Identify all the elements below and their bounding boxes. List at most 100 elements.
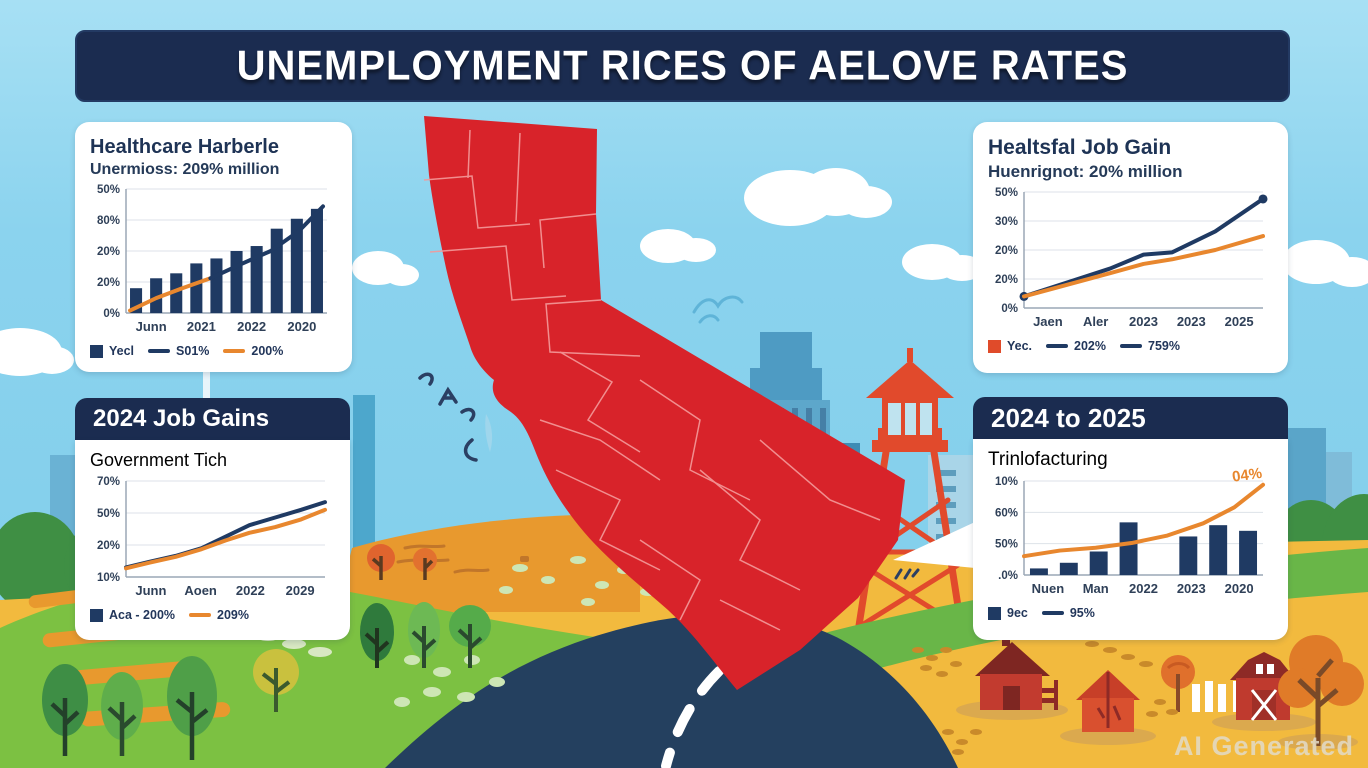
legend-label: 759% <box>1148 339 1180 354</box>
legend-label: S01% <box>176 344 210 358</box>
legend-swatch <box>223 349 246 353</box>
legend-item: 209% <box>189 608 249 622</box>
page-title: UNEMPLOYMENT RICES OF AELOVE RATES <box>236 42 1129 89</box>
svg-text:2023: 2023 <box>1177 314 1206 329</box>
svg-text:10%: 10% <box>97 572 120 584</box>
cloud-icon <box>640 229 716 263</box>
coast-squiggles <box>418 372 478 462</box>
svg-text:60%: 60% <box>995 507 1018 519</box>
tree-icon <box>42 649 299 760</box>
card-title: Trinlofacturing <box>988 449 1108 470</box>
cloud-icon <box>1282 240 1368 287</box>
county-borders <box>423 129 881 631</box>
legend-label: 95% <box>1069 606 1095 620</box>
panel-header-label: 2024 Job Gains <box>93 405 270 432</box>
legend-swatch <box>1041 611 1064 615</box>
autumn-tree-icon <box>367 544 437 580</box>
svg-text:50%: 50% <box>995 187 1018 199</box>
legend: 9ec 95% <box>988 606 1273 620</box>
legend-item: 202% <box>1046 339 1106 353</box>
legend-item: S01% <box>148 344 209 358</box>
svg-text:2022: 2022 <box>237 319 266 334</box>
svg-text:.0%: .0% <box>998 570 1018 582</box>
card-healstfal: Healtsfal Job Gain Huenrignot: 20% milli… <box>973 122 1288 373</box>
svg-text:20%: 20% <box>995 274 1018 286</box>
legend-item: 95% <box>1041 606 1095 620</box>
card-title: Government Tich <box>90 450 228 470</box>
panel-header-2024-2025: 2024 to 2025 <box>973 397 1288 439</box>
california-map <box>423 116 905 690</box>
svg-text:20%: 20% <box>97 277 120 289</box>
svg-text:10%: 10% <box>995 476 1018 488</box>
manufacturing-combo-chart: 10% 60% 50% .0% Nuen Man 2022 2023 2020 04% <box>995 465 1265 596</box>
svg-text:20%: 20% <box>97 246 120 258</box>
svg-text:70%: 70% <box>97 476 120 488</box>
svg-text:20%: 20% <box>995 245 1018 257</box>
svg-text:50%: 50% <box>97 508 120 520</box>
svg-text:2020: 2020 <box>287 319 316 334</box>
legend: Yec. 202% 759% <box>988 339 1273 353</box>
svg-text:2023: 2023 <box>1129 314 1158 329</box>
panel-header-job-gains: 2024 Job Gains <box>75 398 350 440</box>
svg-text:50%: 50% <box>97 184 120 196</box>
healstfal-line-chart: 50% 30% 20% 20% 0% Jaen Aler 2023 2023 2025 <box>995 187 1268 329</box>
legend-swatch <box>189 613 212 617</box>
svg-text:2022: 2022 <box>236 583 265 598</box>
svg-text:50%: 50% <box>995 539 1018 551</box>
legend: Yecl S01% 200% <box>90 344 337 358</box>
svg-text:Nuen: Nuen <box>1032 581 1065 596</box>
barn-icon <box>975 634 1058 710</box>
farm-scene <box>912 634 1364 755</box>
svg-text:2025: 2025 <box>1225 314 1254 329</box>
card-manufacturing: Trinlofacturing 10% 60% 50% .0% Nuen Man 2022 2… <box>973 439 1288 640</box>
card-title: Healthcare Harberle <box>90 136 279 158</box>
legend-label: 202% <box>1074 339 1107 354</box>
legend-label: 9ec <box>1007 606 1028 620</box>
svg-text:0%: 0% <box>1001 303 1018 315</box>
legend-swatch <box>1120 344 1143 349</box>
ai-generated-watermark: AI Generated <box>1173 731 1354 761</box>
card-subtitle: Huenrignot: 20% million <box>988 162 1183 182</box>
legend-swatch <box>90 608 103 622</box>
svg-text:30%: 30% <box>995 216 1018 228</box>
bird-doodle-icon <box>692 295 744 324</box>
card-healthcare: Healthcare Harberle Unermioss: 209% mill… <box>75 122 352 372</box>
seed-dots <box>912 641 1178 755</box>
svg-text:Man: Man <box>1083 581 1109 596</box>
legend-swatch <box>1046 344 1069 349</box>
shed-icon <box>1076 670 1140 732</box>
svg-text:Aler: Aler <box>1083 314 1108 329</box>
legend-item: 9ec <box>988 606 1028 620</box>
svg-text:20%: 20% <box>97 540 120 552</box>
svg-text:04%: 04% <box>1231 465 1263 486</box>
field-orange-strip <box>336 515 640 612</box>
panel-header-label: 2024 to 2025 <box>991 402 1146 433</box>
svg-text:0%: 0% <box>103 308 120 320</box>
legend-item: Aca - 200% <box>90 608 175 622</box>
government-line-chart: 70% 50% 20% 10% Junn Aoen 2022 2029 <box>97 476 327 598</box>
svg-text:2022: 2022 <box>1129 581 1158 596</box>
cloud-icon <box>352 251 419 286</box>
big-orange-tree-icon <box>1278 635 1364 746</box>
tree-icon <box>360 602 491 668</box>
svg-text:Jaen: Jaen <box>1033 314 1063 329</box>
legend-swatch <box>148 349 171 353</box>
svg-text:80%: 80% <box>97 215 120 227</box>
title-banner: UNEMPLOYMENT RICES OF AELOVE RATES <box>75 30 1290 102</box>
legend-item: Yec. <box>988 339 1032 353</box>
legend-item: 200% <box>223 344 283 358</box>
legend-swatch <box>90 344 103 358</box>
legend-label: 200% <box>251 344 284 358</box>
legend-label: 209% <box>217 608 249 622</box>
fire-lookout-tower-icon <box>854 348 966 636</box>
speech-tail <box>893 522 975 568</box>
svg-text:Junn: Junn <box>135 583 166 598</box>
orange-tree-icon <box>1161 655 1195 712</box>
legend-item: Yecl <box>90 344 134 358</box>
card-job-gains: Government Tich 70% 50% 20% 10% Junn Aoen 2022… <box>75 440 350 640</box>
svg-text:2020: 2020 <box>1225 581 1254 596</box>
card-subtitle: Unermioss: 209% million <box>90 161 280 178</box>
cloud-icon <box>0 328 74 376</box>
